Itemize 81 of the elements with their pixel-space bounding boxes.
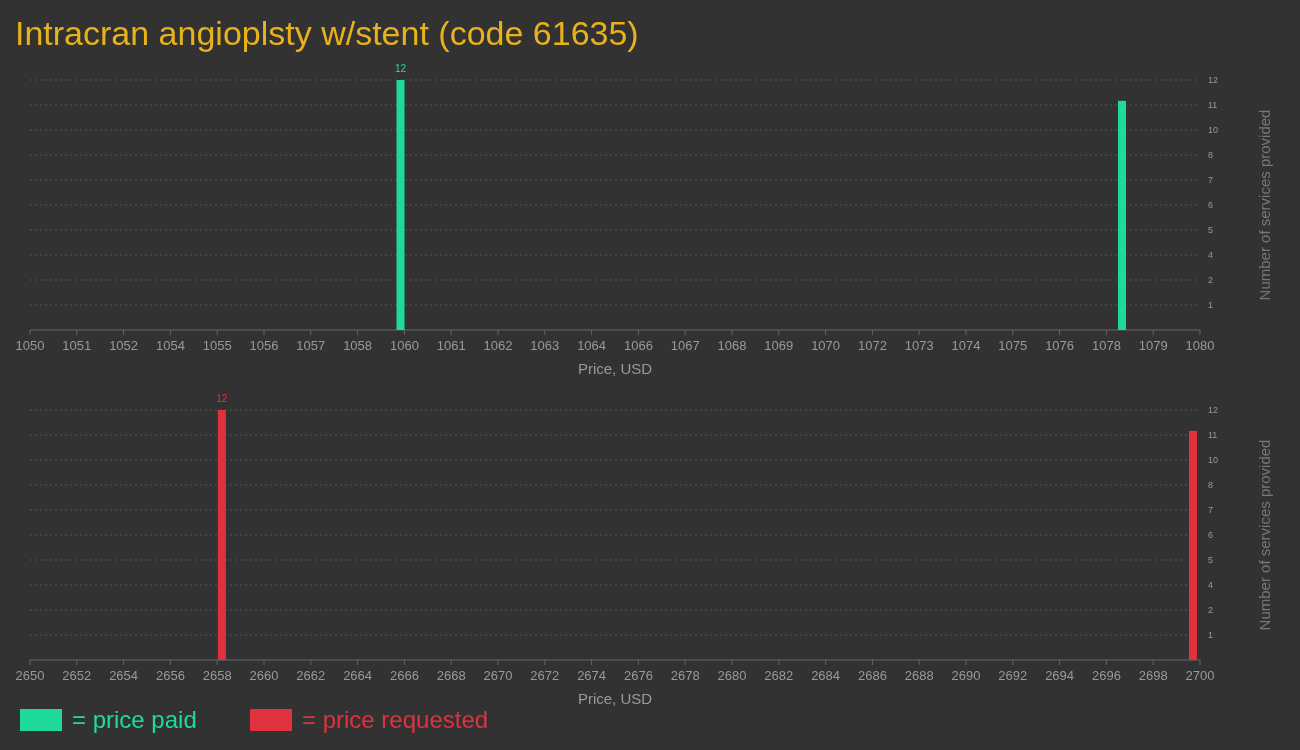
x-tick-label: 2688 — [904, 668, 934, 683]
data-label: 12 — [216, 393, 228, 404]
y-tick-label: 4 — [1208, 580, 1214, 590]
y-tick-label: 5 — [1208, 225, 1214, 235]
y-tick-label: 2 — [1208, 605, 1214, 615]
x-tick-label: 2672 — [530, 668, 560, 683]
y-axis-title: Number of services provided — [1256, 109, 1273, 301]
x-tick-label: 1052 — [109, 338, 139, 353]
x-tick-label: 2656 — [155, 668, 185, 683]
y-tick-label: 7 — [1208, 175, 1214, 185]
x-tick-label: 1063 — [530, 338, 560, 353]
y-tick-label: 1 — [1208, 630, 1214, 640]
x-tick-label: 2668 — [436, 668, 466, 683]
x-tick-label: 2650 — [15, 668, 45, 683]
x-tick-label: 1061 — [436, 338, 466, 353]
y-tick-label: 12 — [1208, 75, 1219, 85]
x-axis-title: Price, USD — [577, 690, 653, 707]
x-tick-label: 1050 — [15, 338, 45, 353]
x-tick-label: 1062 — [483, 338, 513, 353]
x-tick-label: 1055 — [202, 338, 232, 353]
legend-label: = price requested — [302, 706, 489, 733]
x-tick-label: 1076 — [1045, 338, 1075, 353]
x-tick-label: 1060 — [389, 338, 419, 353]
x-axis-title: Price, USD — [577, 360, 653, 377]
data-label: 12 — [394, 63, 407, 74]
x-tick-label: 1075 — [998, 338, 1028, 353]
x-tick-label: 2692 — [998, 668, 1028, 683]
x-tick-label: 1072 — [857, 338, 887, 353]
chart-title: Intracran angioplsty w/stent (code 61635) — [15, 14, 639, 52]
y-tick-label: 2 — [1208, 275, 1214, 285]
x-tick-label: 1070 — [811, 338, 841, 353]
x-tick-label: 2690 — [951, 668, 981, 683]
x-tick-label: 2664 — [343, 668, 373, 683]
x-tick-label: 1078 — [1091, 338, 1121, 353]
x-tick-label: 2654 — [109, 668, 139, 683]
y-tick-label: 8 — [1208, 480, 1214, 490]
y-tick-label: 8 — [1208, 150, 1214, 160]
x-tick-label: 1068 — [717, 338, 747, 353]
x-tick-label: 2674 — [577, 668, 607, 683]
x-tick-label: 2686 — [857, 668, 887, 683]
x-tick-label: 2680 — [717, 668, 747, 683]
y-tick-label: 11 — [1208, 100, 1218, 110]
x-tick-label: 1074 — [951, 338, 981, 353]
x-tick-label: 2676 — [623, 668, 653, 683]
y-tick-label: 10 — [1208, 125, 1219, 135]
x-tick-label: 1051 — [62, 338, 92, 353]
x-tick-label: 1079 — [1138, 338, 1168, 353]
x-tick-label: 1057 — [296, 338, 326, 353]
x-tick-label: 2658 — [202, 668, 232, 683]
y-tick-label: 12 — [1208, 405, 1219, 415]
y-tick-label: 1 — [1208, 300, 1214, 310]
x-tick-label: 1056 — [249, 338, 279, 353]
x-tick-label: 2678 — [670, 668, 700, 683]
x-tick-label: 1064 — [577, 338, 607, 353]
legend-label: = price paid — [72, 706, 197, 733]
x-tick-label: 2698 — [1138, 668, 1168, 683]
y-tick-label: 6 — [1208, 530, 1214, 540]
x-tick-label: 1058 — [343, 338, 373, 353]
y-tick-label: 11 — [1208, 430, 1218, 440]
x-tick-label: 2670 — [483, 668, 513, 683]
x-tick-label: 2682 — [764, 668, 794, 683]
x-tick-label: 2662 — [296, 668, 326, 683]
x-tick-label: 2694 — [1045, 668, 1075, 683]
x-tick-label: 1066 — [623, 338, 653, 353]
x-tick-label: 1067 — [670, 338, 700, 353]
y-axis-title: Number of services provided — [1256, 439, 1273, 631]
y-tick-label: 10 — [1208, 455, 1219, 465]
x-tick-label: 2660 — [249, 668, 279, 683]
x-tick-label: 1073 — [904, 338, 934, 353]
x-tick-label: 2652 — [62, 668, 92, 683]
y-tick-label: 7 — [1208, 505, 1214, 515]
x-tick-label: 1054 — [155, 338, 185, 353]
x-tick-label: 1080 — [1185, 338, 1215, 353]
x-tick-label: 2666 — [389, 668, 419, 683]
x-tick-label: 1069 — [764, 338, 794, 353]
y-tick-label: 4 — [1208, 250, 1214, 260]
x-tick-label: 2700 — [1185, 668, 1215, 683]
y-tick-label: 5 — [1208, 555, 1214, 565]
x-tick-label: 2696 — [1091, 668, 1121, 683]
y-tick-label: 6 — [1208, 200, 1214, 210]
x-tick-label: 2684 — [811, 668, 841, 683]
